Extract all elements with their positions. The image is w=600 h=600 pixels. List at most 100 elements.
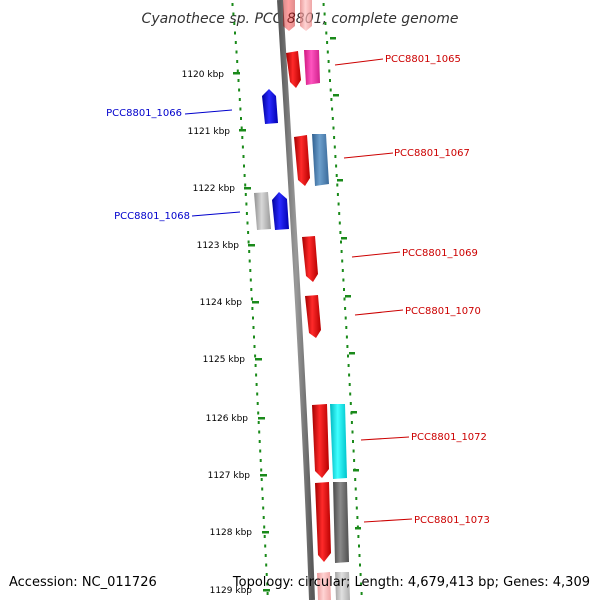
right-major-tick bbox=[330, 37, 336, 40]
kbp-label: 1122 kbp bbox=[193, 184, 236, 194]
leader-line-1069 bbox=[351, 251, 401, 258]
tick-dot bbox=[259, 449, 262, 453]
tick-dot bbox=[351, 430, 354, 434]
tick-dot bbox=[240, 126, 243, 130]
kbp-major-tick bbox=[252, 301, 259, 304]
tick-dot bbox=[328, 69, 331, 73]
gene-1066-blue bbox=[262, 89, 278, 124]
tick-dot bbox=[234, 41, 237, 44]
tick-dot bbox=[337, 202, 340, 206]
tick-dot bbox=[233, 22, 236, 25]
tick-dot bbox=[342, 278, 345, 282]
gene-label-1068: PCC8801_1068 bbox=[114, 211, 190, 222]
genome-backbone bbox=[277, 0, 315, 600]
right-major-tick bbox=[345, 295, 351, 298]
kbp-major-tick bbox=[233, 72, 240, 75]
kbp-label: 1124 kbp bbox=[200, 298, 243, 308]
tick-dot bbox=[347, 354, 349, 358]
tick-dot bbox=[323, 12, 326, 16]
tick-dot bbox=[345, 326, 348, 329]
tick-dot bbox=[331, 107, 334, 111]
leader-line-1066 bbox=[184, 109, 233, 115]
tick-dot bbox=[252, 326, 255, 329]
tick-dot bbox=[235, 50, 238, 54]
tick-dot bbox=[245, 212, 248, 215]
kbp-major-tick bbox=[260, 474, 267, 477]
leader-line-1070 bbox=[354, 309, 404, 316]
kbp-major-tick bbox=[244, 187, 251, 190]
tick-dot bbox=[339, 231, 342, 234]
tick-dot bbox=[325, 31, 328, 35]
kbp-major-tick bbox=[258, 417, 265, 420]
right-major-tick bbox=[351, 411, 357, 414]
tick-dot bbox=[254, 364, 257, 367]
tick-dot bbox=[359, 573, 362, 576]
left-tick-track bbox=[231, 3, 269, 595]
right-major-tick bbox=[355, 527, 361, 530]
gene-1072-red bbox=[312, 404, 329, 478]
tick-dot bbox=[255, 383, 258, 386]
tick-dot bbox=[256, 392, 259, 396]
tick-dot bbox=[353, 459, 356, 462]
tick-dot bbox=[238, 98, 241, 101]
tick-dot bbox=[243, 174, 246, 177]
tick-dot bbox=[241, 145, 244, 149]
tick-dot bbox=[360, 592, 363, 595]
tick-dot bbox=[257, 421, 260, 424]
tick-dot bbox=[352, 449, 355, 453]
tick-dot bbox=[340, 240, 342, 244]
tick-dot bbox=[249, 269, 252, 272]
tick-dot bbox=[253, 335, 255, 339]
leader-line-1067 bbox=[343, 152, 394, 159]
kbp-major-tick bbox=[248, 244, 255, 247]
tick-dot bbox=[251, 307, 254, 310]
tick-dot bbox=[258, 430, 261, 434]
tick-dot bbox=[360, 582, 363, 586]
tick-dot bbox=[332, 126, 335, 130]
tick-dot bbox=[248, 250, 251, 253]
gene-1067-steelblue bbox=[312, 134, 329, 186]
kbp-major-tick bbox=[255, 358, 262, 361]
tick-dot bbox=[327, 60, 330, 63]
tick-dot bbox=[331, 117, 334, 120]
tick-dot bbox=[252, 316, 254, 320]
kbp-label: 1125 kbp bbox=[203, 355, 246, 365]
gene-label-1073: PCC8801_1073 bbox=[414, 515, 490, 526]
tick-dot bbox=[250, 288, 253, 291]
tick-dot bbox=[241, 136, 244, 139]
kbp-major-tick bbox=[239, 129, 246, 132]
tick-dot bbox=[335, 174, 338, 177]
tick-dot bbox=[249, 278, 252, 282]
tick-dot bbox=[348, 383, 351, 386]
gene-1073-red bbox=[315, 482, 331, 562]
kbp-label: 1120 kbp bbox=[182, 70, 225, 80]
tick-dot bbox=[266, 592, 269, 595]
tick-dot bbox=[322, 3, 325, 6]
tick-dot bbox=[242, 155, 245, 158]
tick-dot bbox=[343, 288, 345, 291]
gene-1065-magenta bbox=[304, 50, 320, 85]
kbp-label: 1126 kbp bbox=[206, 414, 249, 424]
kbp-label: 1128 kbp bbox=[210, 528, 253, 538]
tick-dot bbox=[349, 402, 352, 405]
gene-1070-red bbox=[305, 295, 321, 338]
tick-dot bbox=[329, 88, 332, 92]
tick-dot bbox=[260, 478, 263, 481]
leader-line-1068 bbox=[191, 211, 241, 217]
right-major-tick bbox=[337, 179, 343, 182]
tick-dot bbox=[354, 487, 357, 491]
tick-dot bbox=[357, 535, 360, 538]
tick-dot bbox=[258, 440, 261, 443]
tick-dot bbox=[253, 345, 256, 348]
gene-1068-blue bbox=[272, 192, 289, 230]
gene-1072-cyan bbox=[330, 404, 347, 479]
tick-dot bbox=[329, 79, 331, 82]
tick-dot bbox=[256, 402, 259, 405]
kbp-label: 1123 kbp bbox=[197, 241, 240, 251]
tick-dot bbox=[261, 497, 264, 500]
tick-dot bbox=[344, 307, 347, 310]
tick-dot bbox=[263, 535, 266, 538]
tick-dot bbox=[347, 364, 350, 367]
tick-dot bbox=[238, 88, 241, 92]
gene-1069-red bbox=[302, 236, 318, 282]
